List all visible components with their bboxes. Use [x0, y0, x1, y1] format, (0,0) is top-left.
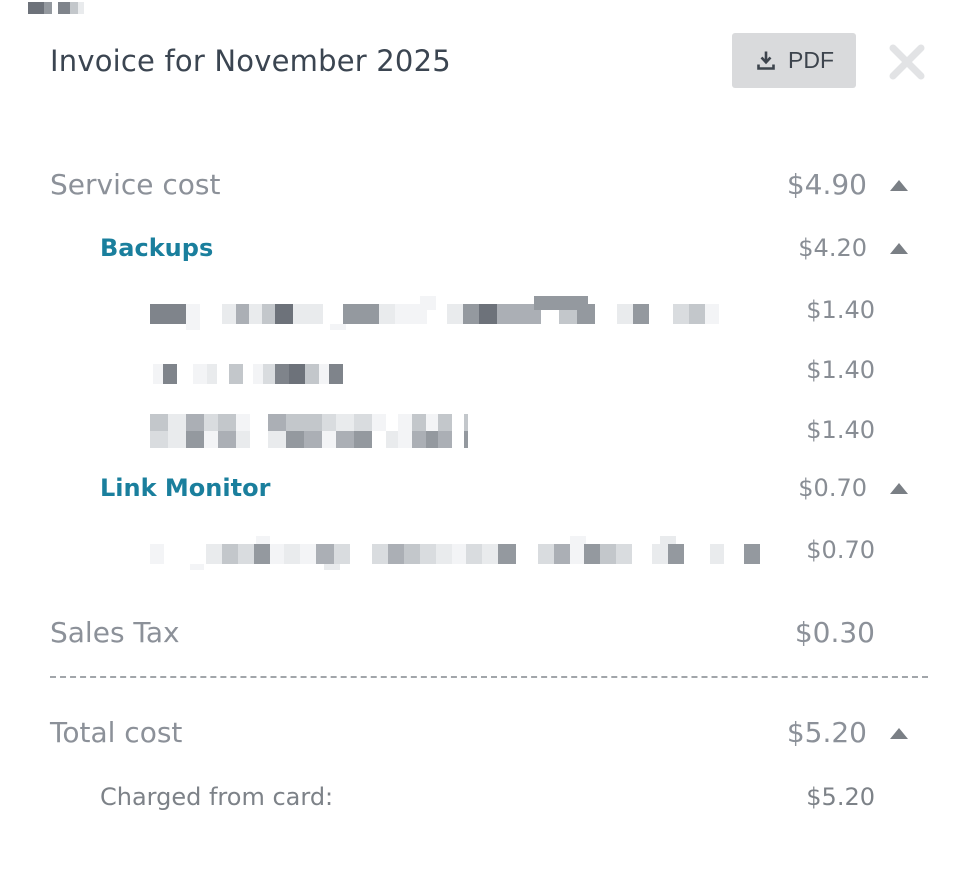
link-monitor-price: $0.70 [798, 474, 867, 502]
service-cost-price: $4.90 [786, 168, 867, 201]
total-cost-label: Total cost [50, 716, 183, 749]
line-item-price: $1.40 [806, 416, 875, 444]
line-item-price: $0.70 [806, 536, 875, 564]
page-title: Invoice for November 2025 [50, 44, 451, 78]
service-cost-label: Service cost [50, 168, 221, 201]
collapse-arrow-total-cost[interactable] [890, 728, 908, 739]
close-button[interactable] [886, 41, 928, 83]
link-monitor-link[interactable]: Link Monitor [100, 474, 271, 502]
collapse-arrow-link-monitor[interactable] [890, 483, 908, 494]
sales-tax-price: $0.30 [794, 616, 875, 649]
backups-price: $4.20 [798, 234, 867, 262]
line-item-price: $1.40 [806, 356, 875, 384]
dashed-divider [50, 676, 928, 678]
redacted-text-top [28, 2, 84, 16]
pdf-download-button[interactable]: PDF [732, 33, 856, 88]
download-icon [754, 49, 778, 73]
redacted-line-item [150, 296, 746, 330]
charged-from-card-price: $5.20 [806, 783, 875, 811]
charged-from-card-label: Charged from card: [100, 783, 334, 811]
close-icon [887, 42, 927, 82]
backups-link[interactable]: Backups [100, 234, 214, 262]
redacted-line-item [153, 356, 343, 390]
redacted-line-item [150, 536, 760, 570]
line-item-price: $1.40 [806, 296, 875, 324]
redacted-line-item [150, 414, 468, 448]
pdf-button-label: PDF [788, 47, 834, 73]
collapse-arrow-backups[interactable] [890, 243, 908, 254]
total-cost-price: $5.20 [786, 716, 867, 749]
collapse-arrow-service-cost[interactable] [890, 180, 908, 191]
sales-tax-label: Sales Tax [50, 616, 180, 649]
